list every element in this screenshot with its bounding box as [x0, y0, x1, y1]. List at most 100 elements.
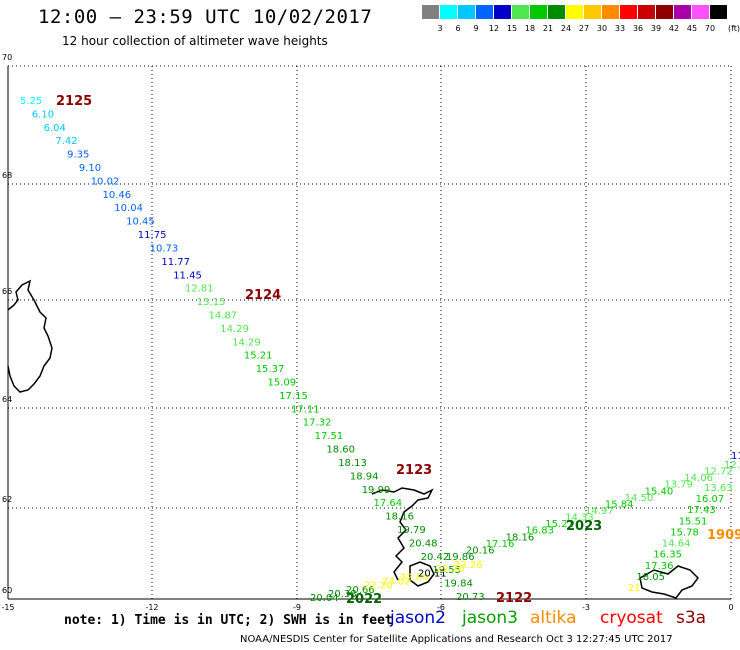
footer-note: note: 1) Time is in UTC; 2) SWH is in fe… — [64, 613, 393, 628]
credit-line: NOAA/NESDIS Center for Satellite Applica… — [240, 634, 673, 645]
wave-height-label: 12.72 — [704, 467, 733, 478]
wave-height-label: 13.15 — [197, 297, 226, 308]
wave-height-label: 20.16 — [466, 545, 495, 556]
legend-label: 27 — [578, 24, 590, 33]
wave-height-label: 15.84 — [605, 499, 634, 510]
wave-height-label: 18.60 — [326, 445, 355, 456]
lat-tick-label: 66 — [2, 287, 12, 296]
legend-swatch — [692, 5, 709, 19]
legend-swatch — [566, 5, 583, 19]
legend-swatch — [458, 5, 475, 19]
legend-label: 15 — [506, 24, 518, 33]
pass-number-label: 2125 — [56, 94, 92, 109]
wave-height-label: 14.87 — [209, 311, 238, 322]
legend-swatch — [512, 5, 529, 19]
wave-height-label: 20.11 — [418, 568, 447, 579]
wave-height-label: 14.64 — [662, 539, 691, 550]
lon-tick-label: -6 — [437, 603, 445, 612]
wave-height-label: 19.84 — [444, 579, 473, 590]
wave-height-label: 17.11 — [291, 404, 320, 415]
wave-height-label: 18.05 — [636, 572, 665, 583]
legend-swatch — [710, 5, 727, 19]
lon-tick-label: -3 — [582, 603, 590, 612]
legend-label: 9 — [473, 24, 479, 33]
legend-label: 45 — [686, 24, 698, 33]
wave-height-label: 11.45 — [173, 270, 202, 281]
coastline-norway — [639, 565, 699, 599]
wave-height-label: 20.66 — [346, 585, 375, 596]
wave-height-label: 13.79 — [664, 480, 693, 491]
wave-height-label: 16.35 — [653, 550, 682, 561]
wave-height-label: 14.06 — [684, 473, 713, 484]
legend-label: 12 — [488, 24, 500, 33]
legend-label: 30 — [596, 24, 608, 33]
legend-unit: (ft) — [727, 24, 740, 33]
legend-label: 18 — [524, 24, 536, 33]
lon-tick-label: -9 — [293, 603, 301, 612]
wave-height-label: 15.09 — [268, 378, 297, 389]
legend-label: 70 — [704, 24, 716, 33]
legend-swatch — [494, 5, 511, 19]
wave-height-label: 15.21 — [244, 351, 273, 362]
pass-number-label: 2124 — [245, 288, 281, 303]
wave-height-label: 10.73 — [150, 244, 179, 255]
legend-swatch — [602, 5, 619, 19]
wave-height-label: 17.43 — [687, 505, 716, 516]
wave-height-label: 19.79 — [397, 525, 426, 536]
wave-height-label: 11 — [731, 451, 740, 462]
lat-tick-label: 68 — [2, 171, 12, 180]
wave-height-label: 22.20 — [436, 564, 465, 575]
legend-label: 36 — [632, 24, 644, 33]
wave-height-label: 12.81 — [185, 284, 214, 295]
lon-tick-label: -12 — [145, 603, 158, 612]
lat-tick-label: 64 — [2, 395, 12, 404]
legend-label: 21 — [542, 24, 554, 33]
legend-label: 39 — [650, 24, 662, 33]
wave-height-label: 18.94 — [350, 471, 379, 482]
wave-height-label: 17.36 — [645, 561, 674, 572]
wave-height-label: 9.10 — [79, 163, 101, 174]
lon-tick-label: 0 — [728, 603, 733, 612]
legend-label: 42 — [668, 24, 680, 33]
wave-height-label: 17.51 — [315, 431, 344, 442]
legend-label: 3 — [437, 24, 443, 33]
wave-height-label: 17.64 — [374, 498, 403, 509]
wave-height-label: 5.25 — [20, 96, 42, 107]
wave-height-label: 6.10 — [32, 109, 54, 120]
wave-height-label: 14.33 — [565, 513, 594, 524]
wave-height-label: 10.02 — [91, 176, 120, 187]
wave-height-label: 15.51 — [679, 516, 708, 527]
satellite-label-altika: altika — [530, 608, 577, 628]
wave-height-label: 16.07 — [696, 494, 725, 505]
satellite-label-jason3: jason3 — [462, 608, 518, 628]
wave-height-label: 10.46 — [103, 190, 132, 201]
page-subtitle: 12 hour collection of altimeter wave hei… — [62, 34, 328, 48]
legend-swatch — [620, 5, 637, 19]
wave-height-label: 17.16 — [486, 539, 515, 550]
wave-height-label: 19.99 — [362, 485, 391, 496]
legend-swatch — [530, 5, 547, 19]
legend-swatch — [548, 5, 565, 19]
wave-height-label: 11.77 — [161, 257, 190, 268]
legend-label: 33 — [614, 24, 626, 33]
satellite-label-s3a: s3a — [676, 608, 707, 628]
wave-height-label: 13.63 — [704, 483, 733, 494]
legend-swatch — [476, 5, 493, 19]
wave-height-label: 18.16 — [385, 512, 414, 523]
wave-height-label: 10.45 — [126, 217, 155, 228]
wave-height-label: 12.9 — [724, 460, 740, 471]
wave-height-label: 23.26 — [454, 560, 483, 571]
wave-height-label: 22.20 — [364, 581, 393, 592]
wave-height-label: 16.83 — [525, 526, 554, 537]
legend-swatch — [440, 5, 457, 19]
lat-tick-label: 70 — [2, 53, 12, 62]
legend-swatch — [638, 5, 655, 19]
wave-height-label: 10.04 — [114, 203, 143, 214]
satellite-label-jason2: jason2 — [390, 608, 446, 628]
pass-number-label: 2023 — [566, 519, 602, 534]
wave-height-label: 20.38 — [328, 589, 357, 600]
wave-height-label: 14.50 — [625, 493, 654, 504]
wave-height-label: 19.86 — [446, 552, 475, 563]
legend-label: 6 — [455, 24, 461, 33]
